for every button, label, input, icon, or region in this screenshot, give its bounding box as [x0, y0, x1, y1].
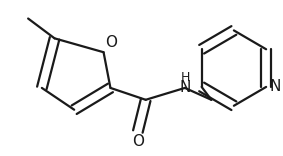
Text: O: O [106, 35, 117, 50]
Text: H: H [181, 71, 190, 85]
Text: N: N [269, 79, 280, 94]
Text: N: N [179, 80, 190, 95]
Text: O: O [132, 134, 144, 149]
